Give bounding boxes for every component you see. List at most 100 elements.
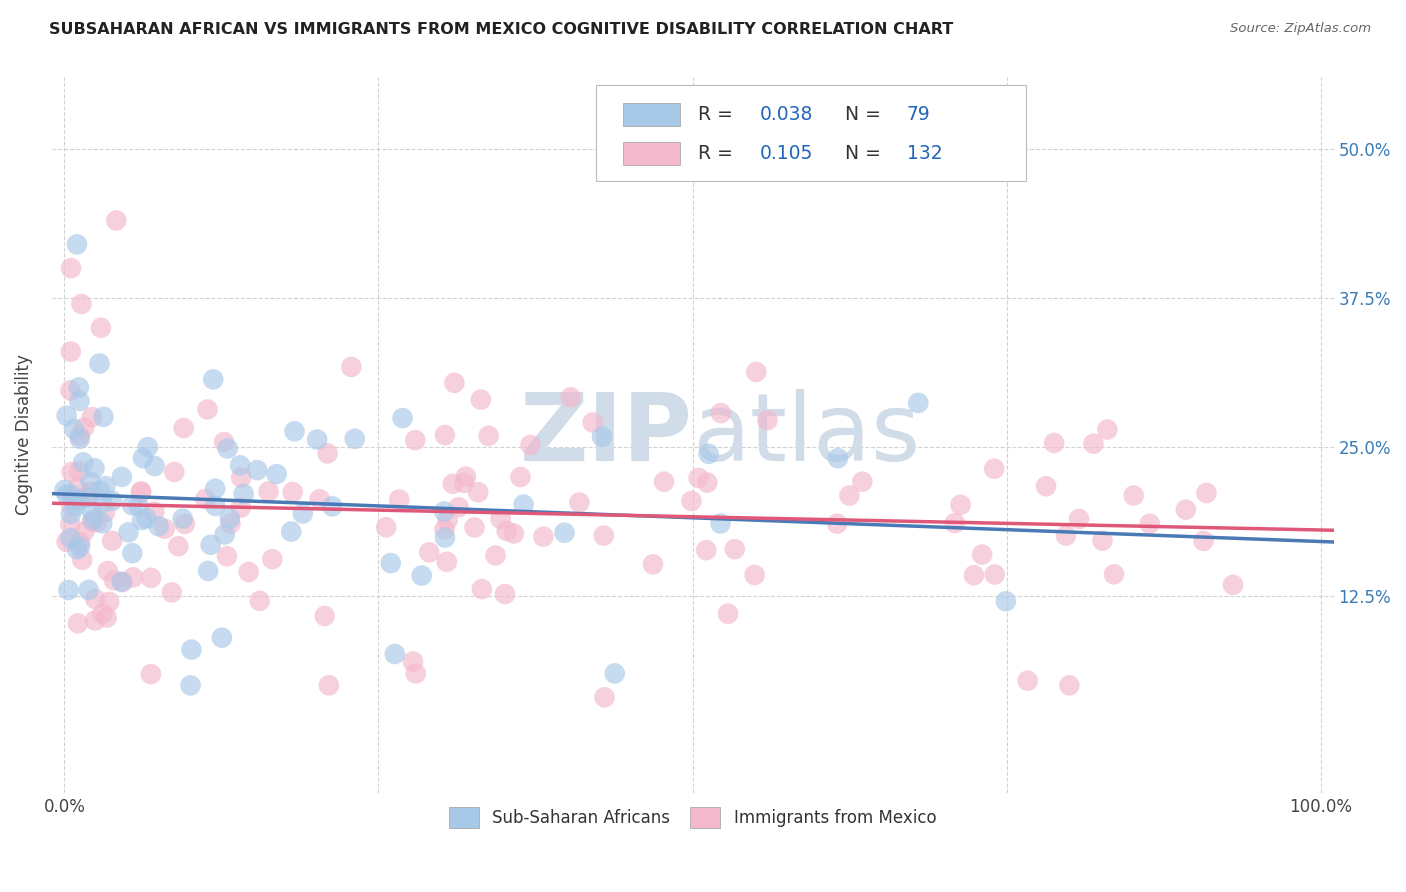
Point [582,416,605,430]
Point [69,540,91,554]
Point [55,488,77,502]
Point [174,516,197,531]
Point [180,642,202,657]
Y-axis label: Cognitive Disability: Cognitive Disability [15,355,32,516]
Point [724,542,747,557]
Point [436,513,458,527]
Point [1043,436,1066,450]
Point [83,461,105,475]
Point [214,527,236,541]
Point [90,320,112,334]
Point [249,594,271,608]
Point [1222,578,1244,592]
Point [143,505,166,519]
Point [963,568,986,582]
Point [94,506,117,520]
Point [121,498,143,512]
Point [200,538,222,552]
Point [314,609,336,624]
Point [197,402,219,417]
Text: R =: R = [697,144,738,163]
Point [994,594,1017,608]
Point [55,534,77,549]
Point [91,496,114,510]
Point [86,515,108,529]
Point [1054,528,1077,542]
Point [441,476,464,491]
Point [79,475,101,489]
Point [467,485,489,500]
Point [512,498,534,512]
Point [308,492,330,507]
Point [67,380,90,394]
Point [103,574,125,588]
Point [681,494,703,508]
Point [568,495,591,509]
Point [1035,479,1057,493]
Point [197,564,219,578]
Point [838,489,860,503]
Point [283,425,305,439]
Point [603,666,626,681]
Point [1192,533,1215,548]
Point [129,485,152,500]
Point [69,432,91,446]
Point [454,469,477,483]
Point [433,522,456,536]
Point [53,483,76,497]
Point [238,565,260,579]
Text: N =: N = [845,144,887,163]
Point [60,488,83,502]
Point [983,567,1005,582]
Point [131,513,153,527]
Point [478,429,501,443]
Point [69,491,91,506]
Point [204,482,226,496]
Point [80,410,103,425]
Point [519,438,541,452]
Point [139,571,162,585]
Point [80,505,103,519]
Point [80,484,103,499]
Point [553,525,575,540]
Point [76,491,98,505]
Point [97,564,120,578]
Point [89,357,111,371]
Point [93,409,115,424]
Point [122,570,145,584]
Point [907,396,929,410]
Point [194,491,217,506]
Point [1091,533,1114,548]
Point [111,575,134,590]
Point [167,539,190,553]
Point [1102,567,1125,582]
Point [471,582,494,596]
Point [132,451,155,466]
Point [484,549,506,563]
Point [291,507,314,521]
Point [436,555,458,569]
Point [111,470,134,484]
Point [281,485,304,500]
Point [560,390,582,404]
Text: N =: N = [845,105,887,124]
FancyBboxPatch shape [623,142,681,165]
Point [139,667,162,681]
Point [82,513,104,527]
Point [218,511,240,525]
Point [229,458,252,473]
Point [411,568,433,582]
Point [84,591,107,606]
Point [494,587,516,601]
Point [217,442,239,456]
Point [717,607,740,621]
Point [443,376,465,390]
Point [96,610,118,624]
Point [232,487,254,501]
Point [73,420,96,434]
Point [105,213,128,227]
Point [745,365,768,379]
Point [433,504,456,518]
Point [110,574,132,589]
Point [231,470,253,484]
